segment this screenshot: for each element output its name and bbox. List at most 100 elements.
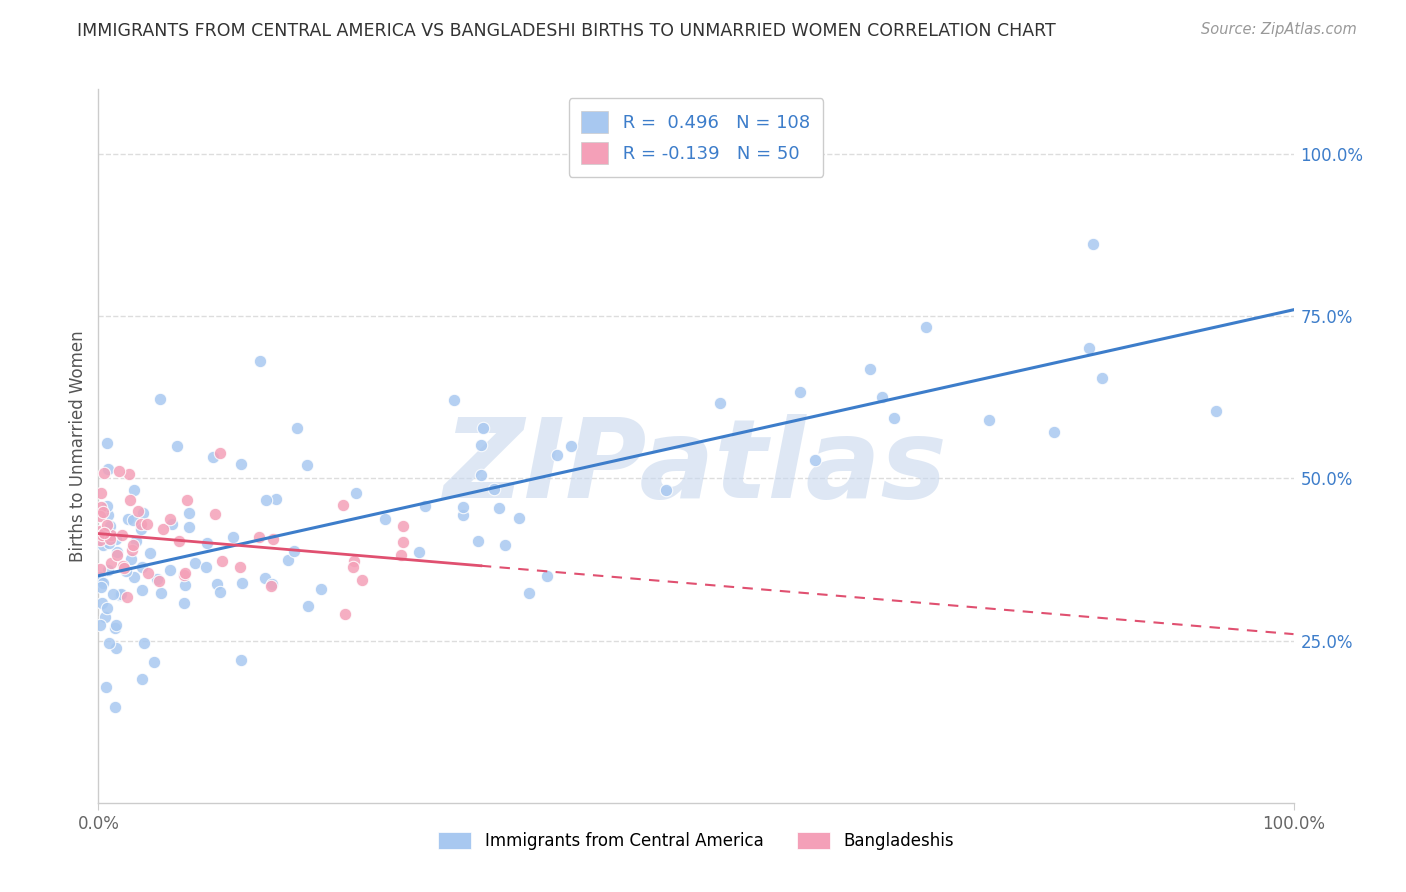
Point: [208, 446, 231, 460]
Point: [91, 527, 114, 541]
Point: [159, 511, 181, 525]
Point: [101, 587, 124, 601]
Point: [309, 582, 332, 597]
Point: [195, 560, 218, 574]
Point: [176, 492, 198, 507]
Point: [96, 499, 118, 513]
Point: [342, 560, 364, 574]
Point: [1042, 425, 1064, 440]
Point: [90, 580, 112, 594]
Point: [166, 439, 188, 453]
Point: [122, 483, 145, 497]
Point: [482, 482, 505, 496]
Point: [131, 583, 153, 598]
Point: [122, 512, 145, 526]
Point: [89, 570, 111, 584]
Point: [115, 590, 138, 604]
Point: [117, 467, 139, 481]
Point: [90, 596, 112, 610]
Point: [104, 641, 127, 656]
Point: [195, 536, 218, 550]
Point: [249, 354, 271, 368]
Point: [413, 499, 436, 513]
Point: [408, 545, 430, 559]
Point: [105, 532, 128, 546]
Point: [118, 493, 141, 508]
Point: [260, 579, 283, 593]
Point: [121, 539, 143, 553]
Point: [169, 534, 191, 549]
Point: [277, 553, 299, 567]
Point: [451, 508, 474, 522]
Point: [202, 450, 225, 465]
Point: [132, 506, 155, 520]
Point: [120, 552, 142, 566]
Point: [110, 528, 132, 542]
Point: [209, 585, 232, 599]
Point: [117, 512, 139, 526]
Point: [709, 395, 731, 409]
Point: [536, 568, 558, 582]
Point: [470, 438, 492, 452]
Point: [1078, 342, 1101, 356]
Point: [179, 519, 201, 533]
Point: [179, 507, 201, 521]
Point: [283, 544, 305, 558]
Point: [803, 452, 825, 467]
Point: [148, 574, 170, 588]
Point: [97, 635, 120, 649]
Point: [135, 516, 157, 531]
Point: [97, 462, 120, 476]
Point: [872, 390, 894, 404]
Point: [297, 458, 319, 472]
Point: [91, 538, 114, 552]
Point: [91, 505, 114, 519]
Point: [654, 483, 676, 497]
Point: [1083, 237, 1105, 252]
Point: [453, 500, 475, 515]
Point: [389, 548, 412, 562]
Point: [115, 564, 138, 578]
Point: [1205, 404, 1227, 418]
Point: [149, 392, 172, 407]
Point: [205, 577, 228, 591]
Point: [173, 568, 195, 582]
Point: [264, 492, 287, 507]
Point: [105, 548, 128, 562]
Point: [211, 554, 233, 568]
Point: [127, 503, 149, 517]
Point: [508, 510, 530, 524]
Point: [173, 566, 195, 581]
Point: [89, 561, 111, 575]
Point: [93, 610, 115, 624]
Point: [100, 528, 122, 542]
Text: Source: ZipAtlas.com: Source: ZipAtlas.com: [1201, 22, 1357, 37]
Point: [132, 636, 155, 650]
Point: [350, 573, 373, 587]
Point: [392, 535, 415, 549]
Point: [131, 517, 153, 532]
Point: [231, 575, 253, 590]
Point: [467, 533, 489, 548]
Point: [96, 600, 118, 615]
Point: [98, 532, 121, 546]
Point: [183, 556, 205, 570]
Point: [343, 554, 366, 568]
Point: [96, 517, 118, 532]
Point: [97, 563, 120, 577]
Legend: Immigrants from Central America, Bangladeshis: Immigrants from Central America, Banglad…: [430, 824, 962, 859]
Point: [204, 508, 226, 522]
Point: [173, 578, 195, 592]
Point: [104, 621, 127, 635]
Point: [160, 516, 183, 531]
Point: [104, 618, 127, 632]
Point: [979, 413, 1001, 427]
Point: [173, 596, 195, 610]
Point: [517, 586, 540, 600]
Point: [344, 486, 367, 500]
Point: [93, 526, 115, 541]
Point: [110, 586, 132, 600]
Point: [90, 574, 112, 589]
Point: [110, 588, 132, 602]
Point: [125, 534, 148, 549]
